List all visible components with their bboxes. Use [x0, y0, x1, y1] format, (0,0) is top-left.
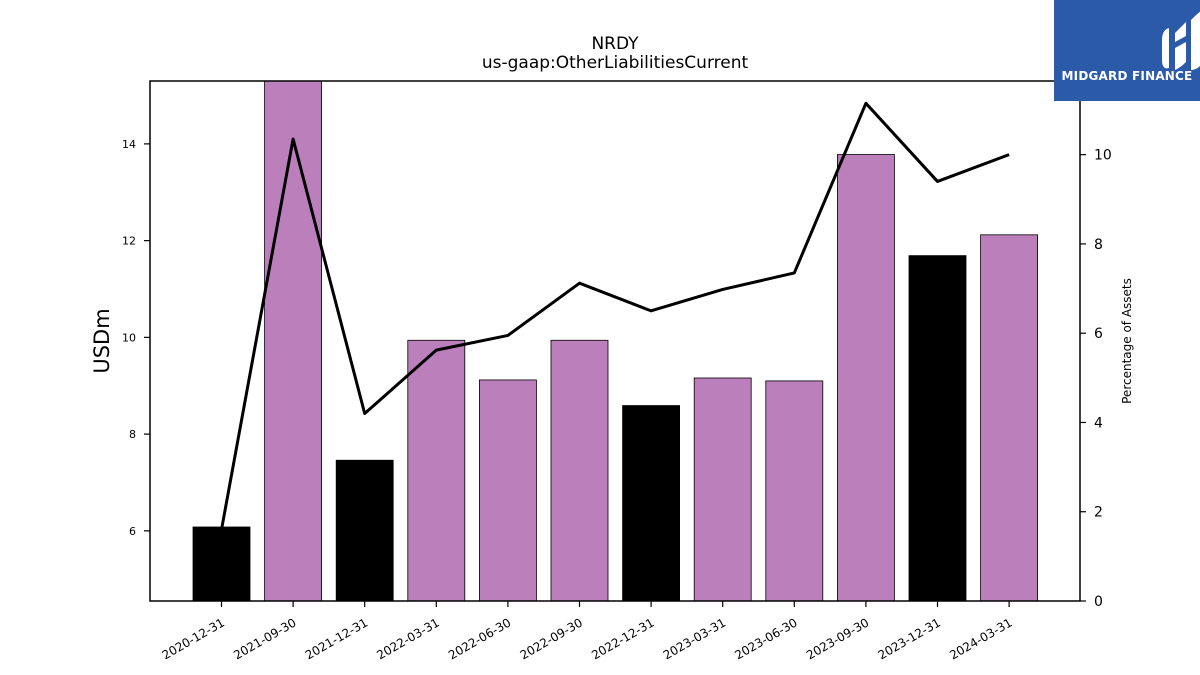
x-tick-label: 2024-03-31 — [947, 615, 1014, 662]
y-axis-label: USDm — [90, 308, 114, 373]
y-tick-label: 12 — [122, 235, 136, 248]
x-tick-label: 2022-09-30 — [518, 615, 585, 662]
y-tick-label: 14 — [122, 138, 136, 151]
midgard-logo-icon — [1162, 11, 1200, 70]
y-tick-label: 6 — [129, 525, 136, 538]
bar — [622, 405, 680, 602]
line-group — [220, 101, 1010, 530]
x-tick-label: 2023-06-30 — [732, 615, 799, 662]
bar — [407, 339, 466, 602]
y2-tick-label: 8 — [1094, 237, 1103, 253]
logo-text: MIDGARD FINANCE — [1061, 69, 1193, 83]
bar — [192, 526, 251, 602]
x-tick-label: 2021-09-30 — [231, 615, 298, 662]
x-tick-label: 2021-12-31 — [303, 615, 370, 662]
bar — [980, 234, 1038, 602]
x-axis-ticks: 2020-12-31 2021-09-30 2021-12-31 2022-03-31… — [160, 601, 1015, 662]
left-axis-ticks: 6 8 10 12 14 — [122, 138, 150, 538]
x-tick-label: 2022-03-31 — [374, 615, 441, 662]
bar — [908, 255, 967, 602]
y2-tick-label: 6 — [1094, 326, 1103, 342]
plot-frame — [149, 80, 1081, 602]
x-tick-label: 2023-03-31 — [661, 615, 728, 662]
x-tick-label: 2022-12-31 — [589, 615, 656, 662]
bar — [693, 377, 752, 602]
x-tick-label: 2020-12-31 — [160, 615, 227, 662]
x-tick-label: 2023-09-30 — [804, 615, 871, 662]
bar — [550, 339, 609, 602]
x-tick-label: 2022-06-30 — [446, 615, 513, 662]
bar — [264, 80, 323, 602]
y-tick-label: 10 — [122, 331, 136, 344]
y2-axis-label: Percentage of Assets — [1120, 278, 1134, 404]
y2-tick-label: 0 — [1094, 594, 1103, 610]
y2-tick-label: 4 — [1094, 415, 1103, 431]
brand-logo: MIDGARD FINANCE — [1054, 0, 1200, 101]
y-tick-label: 8 — [129, 428, 136, 441]
bar — [837, 154, 895, 602]
chart-subtitle: us-gaap:OtherLiabilitiesCurrent — [482, 53, 749, 73]
y2-tick-label: 10 — [1094, 148, 1112, 164]
right-axis-ticks: 0 2 4 6 8 10 — [1080, 148, 1112, 610]
y2-tick-label: 2 — [1094, 505, 1103, 521]
bar — [335, 459, 394, 602]
x-tick-label: 2023-12-31 — [876, 615, 943, 662]
bar — [478, 379, 537, 602]
series-line — [220, 101, 1010, 530]
bars-group — [192, 80, 1038, 602]
bar — [765, 380, 824, 602]
chart-title: NRDY — [591, 34, 639, 54]
